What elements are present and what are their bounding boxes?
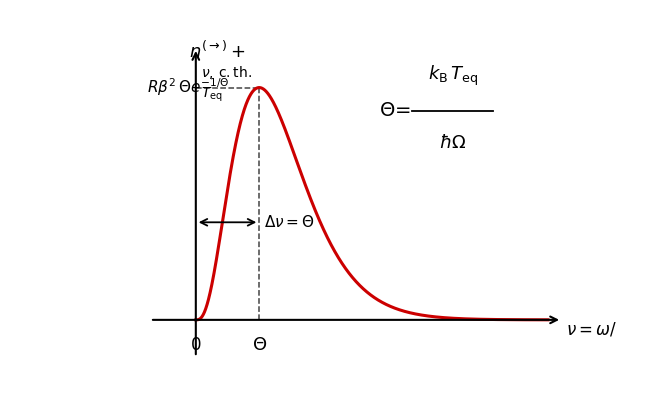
Text: $\hbar\Omega$: $\hbar\Omega$ (439, 134, 467, 152)
Text: $n^{(\rightarrow)}+$: $n^{(\rightarrow)}+$ (188, 41, 246, 62)
Text: $0$: $0$ (190, 336, 202, 354)
Text: $\nu,\,\mathrm{c.th.}$: $\nu,\,\mathrm{c.th.}$ (201, 65, 252, 81)
Text: $T_{\mathrm{eq}}$: $T_{\mathrm{eq}}$ (201, 85, 223, 104)
Text: $\Theta\!=\!$: $\Theta\!=\!$ (379, 101, 411, 120)
Text: $k_{\mathrm{B}}\,T_{\mathrm{eq}}$: $k_{\mathrm{B}}\,T_{\mathrm{eq}}$ (428, 63, 478, 88)
Text: $\Delta\nu{=}\Theta$: $\Delta\nu{=}\Theta$ (265, 214, 315, 230)
Text: $R\beta^2\,\Theta e^{-1/\Theta}$: $R\beta^2\,\Theta e^{-1/\Theta}$ (146, 77, 229, 98)
Text: $\Theta$: $\Theta$ (252, 336, 266, 354)
Text: $\nu=\omega/$: $\nu=\omega/$ (566, 320, 617, 338)
